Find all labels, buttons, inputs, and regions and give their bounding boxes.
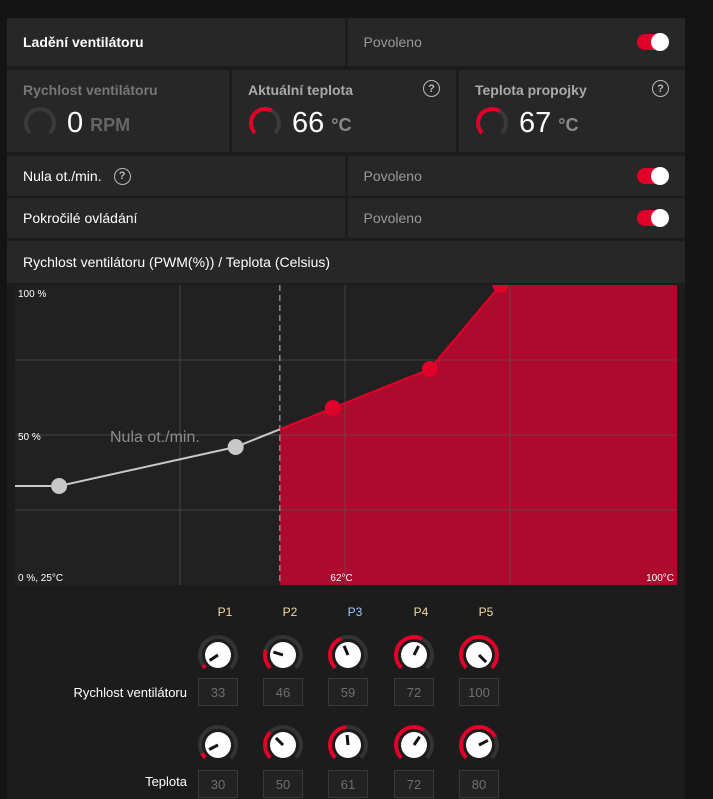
speed-knob-1[interactable]: [196, 633, 240, 677]
stat-current-temp: Aktuální teplota ? 66 °C: [232, 70, 456, 152]
point-header-p3: P3: [347, 605, 363, 619]
temp-input-4[interactable]: 72: [394, 770, 434, 798]
stat-junction-temp: Teplota propojky ? 67 °C: [459, 70, 685, 152]
curve-point-p2[interactable]: [227, 439, 244, 455]
speed-row-label: Rychlost ventilátoru: [73, 685, 187, 700]
fan-tuning-row: Ladění ventilátoru Povoleno: [7, 18, 685, 66]
zero-rpm-row: Nula ot./min.? Povoleno: [7, 156, 685, 196]
gauge-icon: [249, 107, 281, 139]
active-curve: [279, 285, 502, 431]
temp-knob-4[interactable]: [392, 723, 436, 767]
point-header-p1: P1: [217, 605, 233, 619]
fan-tuning-toggle[interactable]: [637, 33, 669, 51]
fan-tuning-label: Ladění ventilátoru: [7, 18, 345, 66]
gauge-icon: [475, 107, 508, 139]
speed-input-1[interactable]: 33: [198, 678, 238, 706]
help-icon[interactable]: ?: [652, 80, 669, 97]
speed-input-3[interactable]: 59: [328, 678, 368, 706]
stat-value: 66: [292, 106, 325, 139]
zero-rpm-toggle[interactable]: [637, 167, 669, 185]
chart-title: Rychlost ventilátoru (PWM(%)) / Teplota …: [7, 241, 685, 283]
zero-rpm-value: Povoleno: [363, 168, 422, 184]
temp-knob-3[interactable]: [326, 723, 370, 767]
stat-label: Rychlost ventilátoru: [23, 82, 158, 98]
temp-knob-5[interactable]: [457, 723, 501, 767]
temp-knob-2[interactable]: [261, 723, 305, 767]
temp-input-3[interactable]: 61: [328, 770, 368, 798]
curve-point-p4[interactable]: [421, 361, 438, 377]
fan-tuning-panel: Ladění ventilátoru Povoleno Rychlost ven…: [7, 18, 685, 799]
point-header-p5: P5: [478, 605, 494, 619]
advanced-value: Povoleno: [363, 210, 422, 226]
temp-input-5[interactable]: 80: [459, 770, 499, 798]
point-header-p4: P4: [413, 605, 429, 619]
stats-row: Rychlost ventilátoru 0 RPM Aktuální teplo…: [7, 70, 685, 152]
gauge-icon: [23, 107, 56, 139]
x-tick-62: 62°C: [330, 573, 352, 584]
speed-knob-4[interactable]: [392, 633, 436, 677]
speed-knob-2[interactable]: [261, 633, 305, 677]
help-icon[interactable]: ?: [423, 80, 440, 97]
advanced-toggle[interactable]: [637, 209, 669, 227]
inactive-curve: [15, 428, 281, 487]
curve-point-p5[interactable]: [492, 285, 509, 293]
curve-point-p3[interactable]: [324, 400, 341, 416]
stat-unit: RPM: [90, 114, 131, 135]
advanced-label: Pokročilé ovládání: [7, 198, 345, 238]
advanced-row: Pokročilé ovládání Povoleno: [7, 198, 685, 238]
point-header-p2: P2: [282, 605, 298, 619]
speed-input-2[interactable]: 46: [263, 678, 303, 706]
speed-knob-5[interactable]: [457, 633, 501, 677]
zero-rpm-label: Nula ot./min.: [23, 168, 102, 184]
speed-input-5[interactable]: 100: [459, 678, 499, 706]
stat-unit: °C: [331, 114, 352, 135]
stat-label: Aktuální teplota: [248, 82, 354, 98]
chart-title-row: Rychlost ventilátoru (PWM(%)) / Teplota …: [7, 241, 685, 283]
curve-point-p1[interactable]: [51, 478, 68, 494]
stat-unit: °C: [558, 114, 579, 135]
speed-knob-3[interactable]: [326, 633, 370, 677]
stat-label: Teplota propojky: [475, 82, 587, 98]
temp-row-label: Teplota: [145, 774, 187, 789]
x-tick-100: 100°C: [646, 573, 674, 584]
y-tick-100: 100 %: [18, 289, 46, 300]
fan-tuning-value: Povoleno: [363, 34, 422, 50]
temp-input-2[interactable]: 50: [263, 770, 303, 798]
zero-rpm-chart-label: Nula ot./min.: [110, 429, 200, 446]
origin-tick: 0 %, 25°C: [18, 573, 63, 584]
y-tick-50: 50 %: [18, 432, 41, 443]
stat-value: 0: [67, 106, 84, 139]
temp-input-1[interactable]: 30: [198, 770, 238, 798]
stat-value: 67: [519, 106, 552, 139]
temp-knob-1[interactable]: [196, 723, 240, 767]
fan-curve-chart[interactable]: 100 % 50 % 0 %, 25°C 62°C 100°C Nula ot./min.: [15, 285, 677, 585]
stat-fan-speed: Rychlost ventilátoru 0 RPM: [7, 70, 229, 152]
speed-input-4[interactable]: 72: [394, 678, 434, 706]
help-icon[interactable]: ?: [113, 167, 131, 185]
